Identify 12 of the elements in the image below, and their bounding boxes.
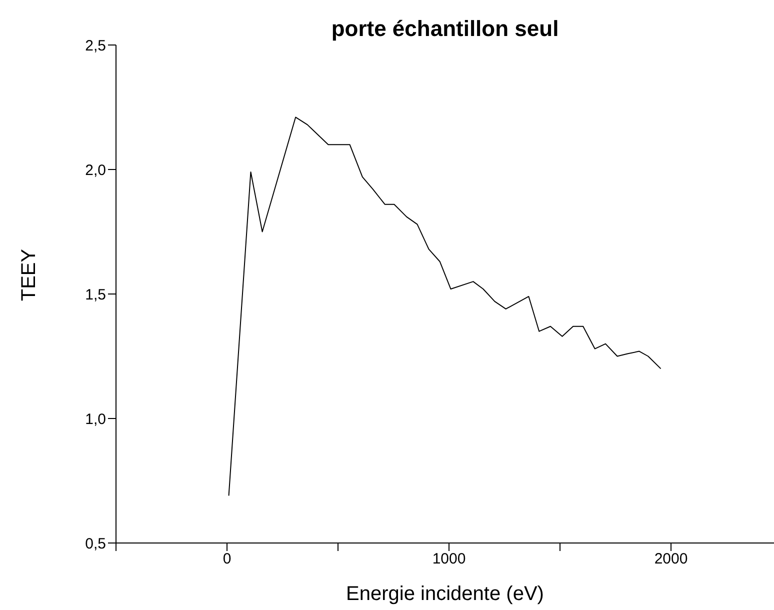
y-tick-label: 2,5 xyxy=(85,37,106,54)
chart-title: porte échantillon seul xyxy=(330,16,560,42)
x-tick-label: 0 xyxy=(222,550,232,568)
line-series xyxy=(228,116,662,496)
y-axis-title: TEEY xyxy=(18,248,41,302)
y-tick-label: 0,5 xyxy=(85,535,106,552)
x-tick-label: 2000 xyxy=(654,550,688,568)
x-tick-label: 1000 xyxy=(432,550,466,568)
y-tick-label: 1,5 xyxy=(85,286,106,304)
y-tick-label: 1,0 xyxy=(85,410,106,428)
y-tick-label: 2,0 xyxy=(85,162,106,179)
x-axis-title: Energie incidente (eV) xyxy=(345,583,545,606)
